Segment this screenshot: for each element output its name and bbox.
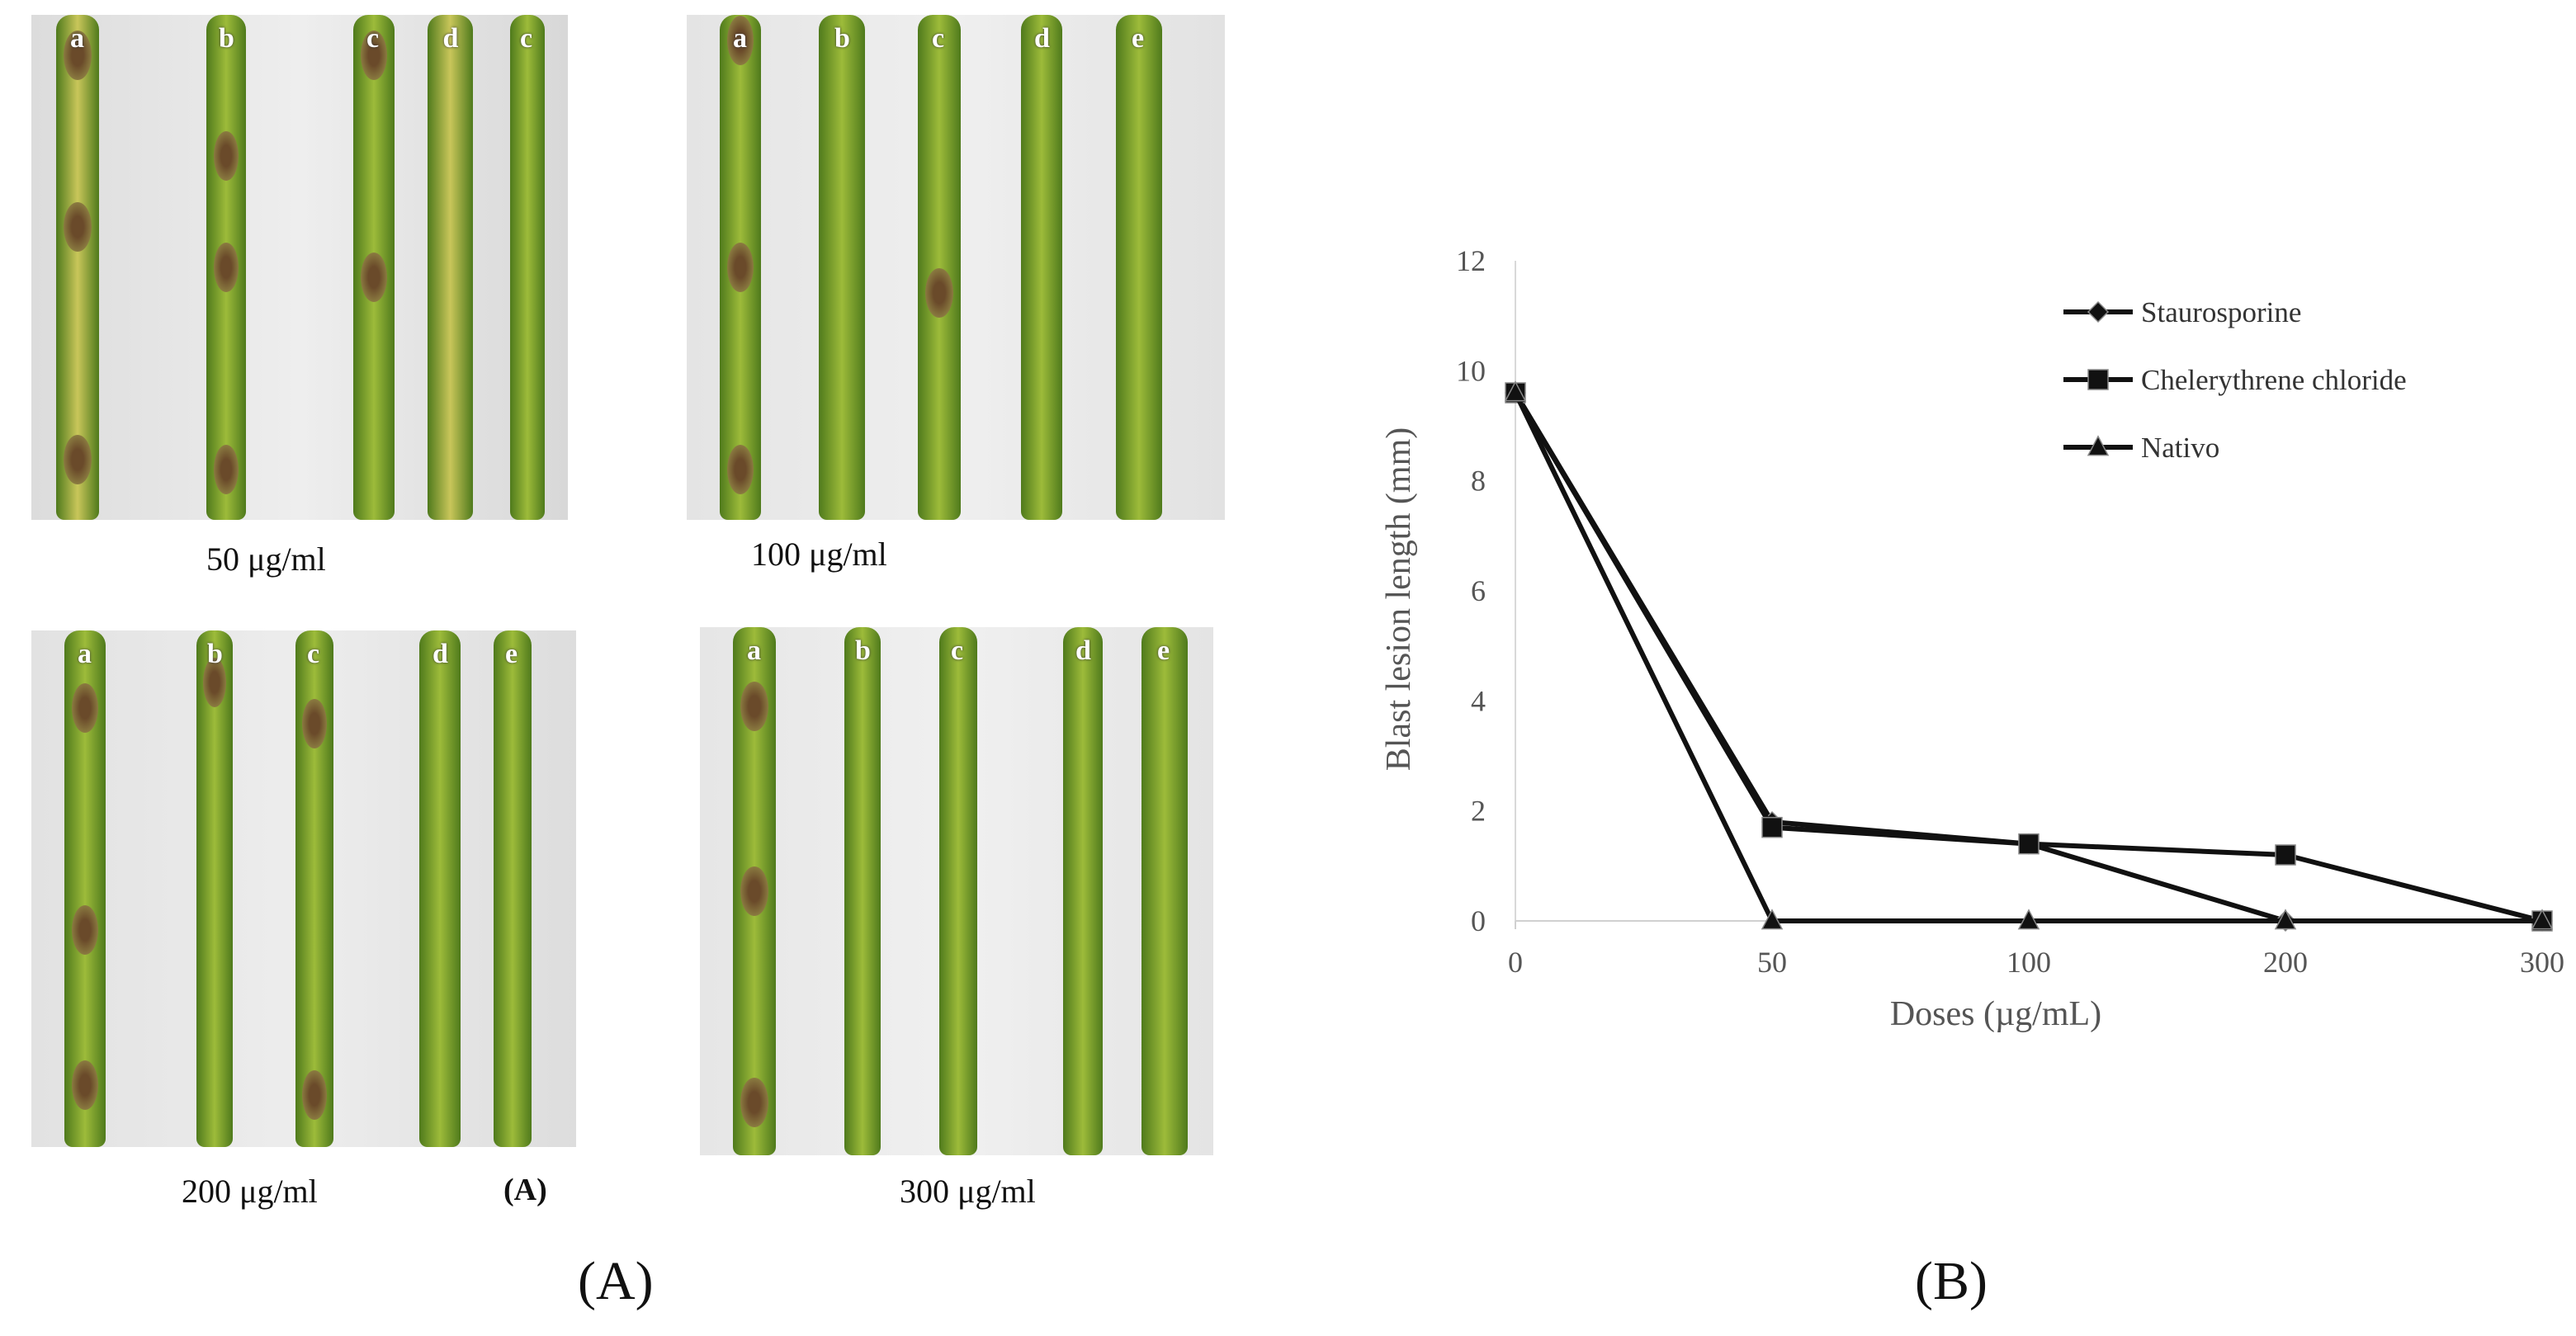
blast-lesion bbox=[64, 202, 92, 253]
leaf-letter-label: e bbox=[505, 639, 518, 669]
data-point-square bbox=[2018, 833, 2040, 855]
blast-lesion bbox=[64, 30, 92, 80]
data-point-triangle bbox=[1761, 909, 1784, 930]
data-point-square bbox=[2275, 844, 2296, 866]
leaf-sample bbox=[939, 627, 977, 1155]
dose-label-300: 300 μg/ml bbox=[900, 1173, 1036, 1210]
leaf-letter-label: a bbox=[78, 639, 92, 669]
blast-lesion bbox=[64, 434, 92, 484]
legend-marker-triangle bbox=[2087, 435, 2110, 456]
leaf-letter-label: b bbox=[219, 23, 234, 54]
leaf-letter-label: c bbox=[932, 23, 945, 54]
leaf-letter-label: c bbox=[307, 639, 320, 669]
y-tick-label: 6 bbox=[1471, 574, 1486, 607]
blast-lesion bbox=[202, 657, 227, 707]
leaf-letter-label: c bbox=[520, 23, 533, 54]
leaf-sample bbox=[918, 15, 961, 520]
x-axis-title: Doses (µg/mL) bbox=[1890, 995, 2101, 1033]
data-point-triangle bbox=[2017, 909, 2040, 930]
leaf-letter-label: b bbox=[207, 639, 223, 669]
photo-panel-300: a b c d e bbox=[700, 627, 1213, 1155]
legend-marker-diamond bbox=[2087, 300, 2110, 323]
legend-label: Nativo bbox=[2141, 432, 2219, 464]
leaf-sample bbox=[196, 630, 233, 1147]
figure-label-b: (B) bbox=[1915, 1251, 1988, 1311]
y-tick-label: 0 bbox=[1471, 904, 1486, 937]
photo-background bbox=[31, 15, 568, 520]
blast-lesion bbox=[740, 866, 768, 916]
y-tick-label: 10 bbox=[1456, 354, 1486, 387]
y-axis-title: Blast lesion length (mm) bbox=[1380, 427, 1418, 771]
leaf-sample bbox=[510, 15, 545, 520]
leaf-letter-label: b bbox=[855, 635, 871, 666]
blast-lesion bbox=[361, 253, 387, 303]
dose-label-50: 50 μg/ml bbox=[206, 541, 326, 578]
y-tick-label: 12 bbox=[1456, 244, 1486, 277]
leaf-sample bbox=[1063, 627, 1103, 1155]
photo-panel-200: a b c d e bbox=[31, 630, 576, 1147]
leaf-sample bbox=[819, 15, 865, 520]
leaf-sample bbox=[844, 627, 881, 1155]
figure-label-a: (A) bbox=[578, 1251, 654, 1311]
blast-lesion bbox=[727, 243, 754, 292]
legend-label: Chelerythrene chloride bbox=[2141, 364, 2407, 396]
y-tick-label: 4 bbox=[1471, 684, 1486, 717]
leaf-letter-label: e bbox=[1157, 635, 1170, 666]
leaf-letter-label: a bbox=[747, 635, 761, 666]
x-tick-label: 100 bbox=[2006, 946, 2051, 979]
data-point-triangle bbox=[2531, 909, 2554, 930]
leaf-letter-label: a bbox=[733, 23, 747, 54]
x-tick-label: 0 bbox=[1508, 946, 1523, 979]
dose-label-100: 100 μg/ml bbox=[751, 536, 887, 573]
blast-lesion bbox=[72, 1060, 98, 1110]
blast-lesion bbox=[72, 682, 98, 733]
lesion-line-chart: 0 2 4 6 8 10 12 0 50 100 200 300 Doses (µg/mL) Blast … bbox=[1380, 244, 2564, 1033]
leaf-sample bbox=[1141, 627, 1188, 1155]
data-point-square bbox=[1761, 816, 1783, 838]
blast-lesion bbox=[925, 267, 953, 318]
data-point-triangle bbox=[1504, 380, 1527, 402]
legend-label: Staurosporine bbox=[2141, 296, 2301, 328]
blast-lesion bbox=[213, 131, 239, 182]
data-point-triangle bbox=[2274, 909, 2297, 930]
leaf-letter-label: e bbox=[1132, 23, 1145, 54]
legend-marker-square bbox=[2087, 369, 2109, 390]
blast-lesion bbox=[213, 444, 239, 494]
leaf-letter-label: d bbox=[1034, 23, 1050, 54]
leaf-letter-label: d bbox=[1075, 635, 1091, 666]
leaf-letter-label: b bbox=[834, 23, 850, 54]
y-tick-label: 8 bbox=[1471, 465, 1486, 498]
x-tick-label: 50 bbox=[1757, 946, 1787, 979]
dose-label-200: 200 μg/ml bbox=[182, 1173, 318, 1210]
leaf-letter-label: c bbox=[366, 23, 380, 54]
leaf-sample bbox=[1021, 15, 1062, 520]
blast-lesion bbox=[302, 698, 327, 748]
leaf-sample bbox=[1116, 15, 1162, 520]
leaf-sample bbox=[428, 15, 473, 520]
blast-lesion bbox=[72, 905, 98, 956]
leaf-letter-label: d bbox=[432, 639, 448, 669]
x-tick-label: 200 bbox=[2263, 946, 2308, 979]
leaf-sample bbox=[419, 630, 461, 1147]
leaf-letter-label: c bbox=[951, 635, 964, 666]
blast-lesion bbox=[740, 1078, 768, 1127]
y-tick-label: 2 bbox=[1471, 795, 1486, 828]
x-tick-label: 300 bbox=[2520, 946, 2564, 979]
blast-lesion bbox=[727, 15, 754, 65]
blast-lesion bbox=[302, 1070, 327, 1121]
leaf-letter-label: d bbox=[442, 23, 459, 54]
blast-lesion bbox=[727, 444, 754, 494]
blast-lesion bbox=[361, 30, 387, 80]
photo-panel-100: a b c d e bbox=[687, 15, 1225, 520]
blast-lesion bbox=[740, 682, 768, 731]
leaf-letter-label: a bbox=[70, 23, 84, 54]
blast-lesion bbox=[213, 243, 239, 292]
leaf-sample bbox=[494, 630, 532, 1147]
panel-a-inset-label: (A) bbox=[503, 1173, 547, 1207]
